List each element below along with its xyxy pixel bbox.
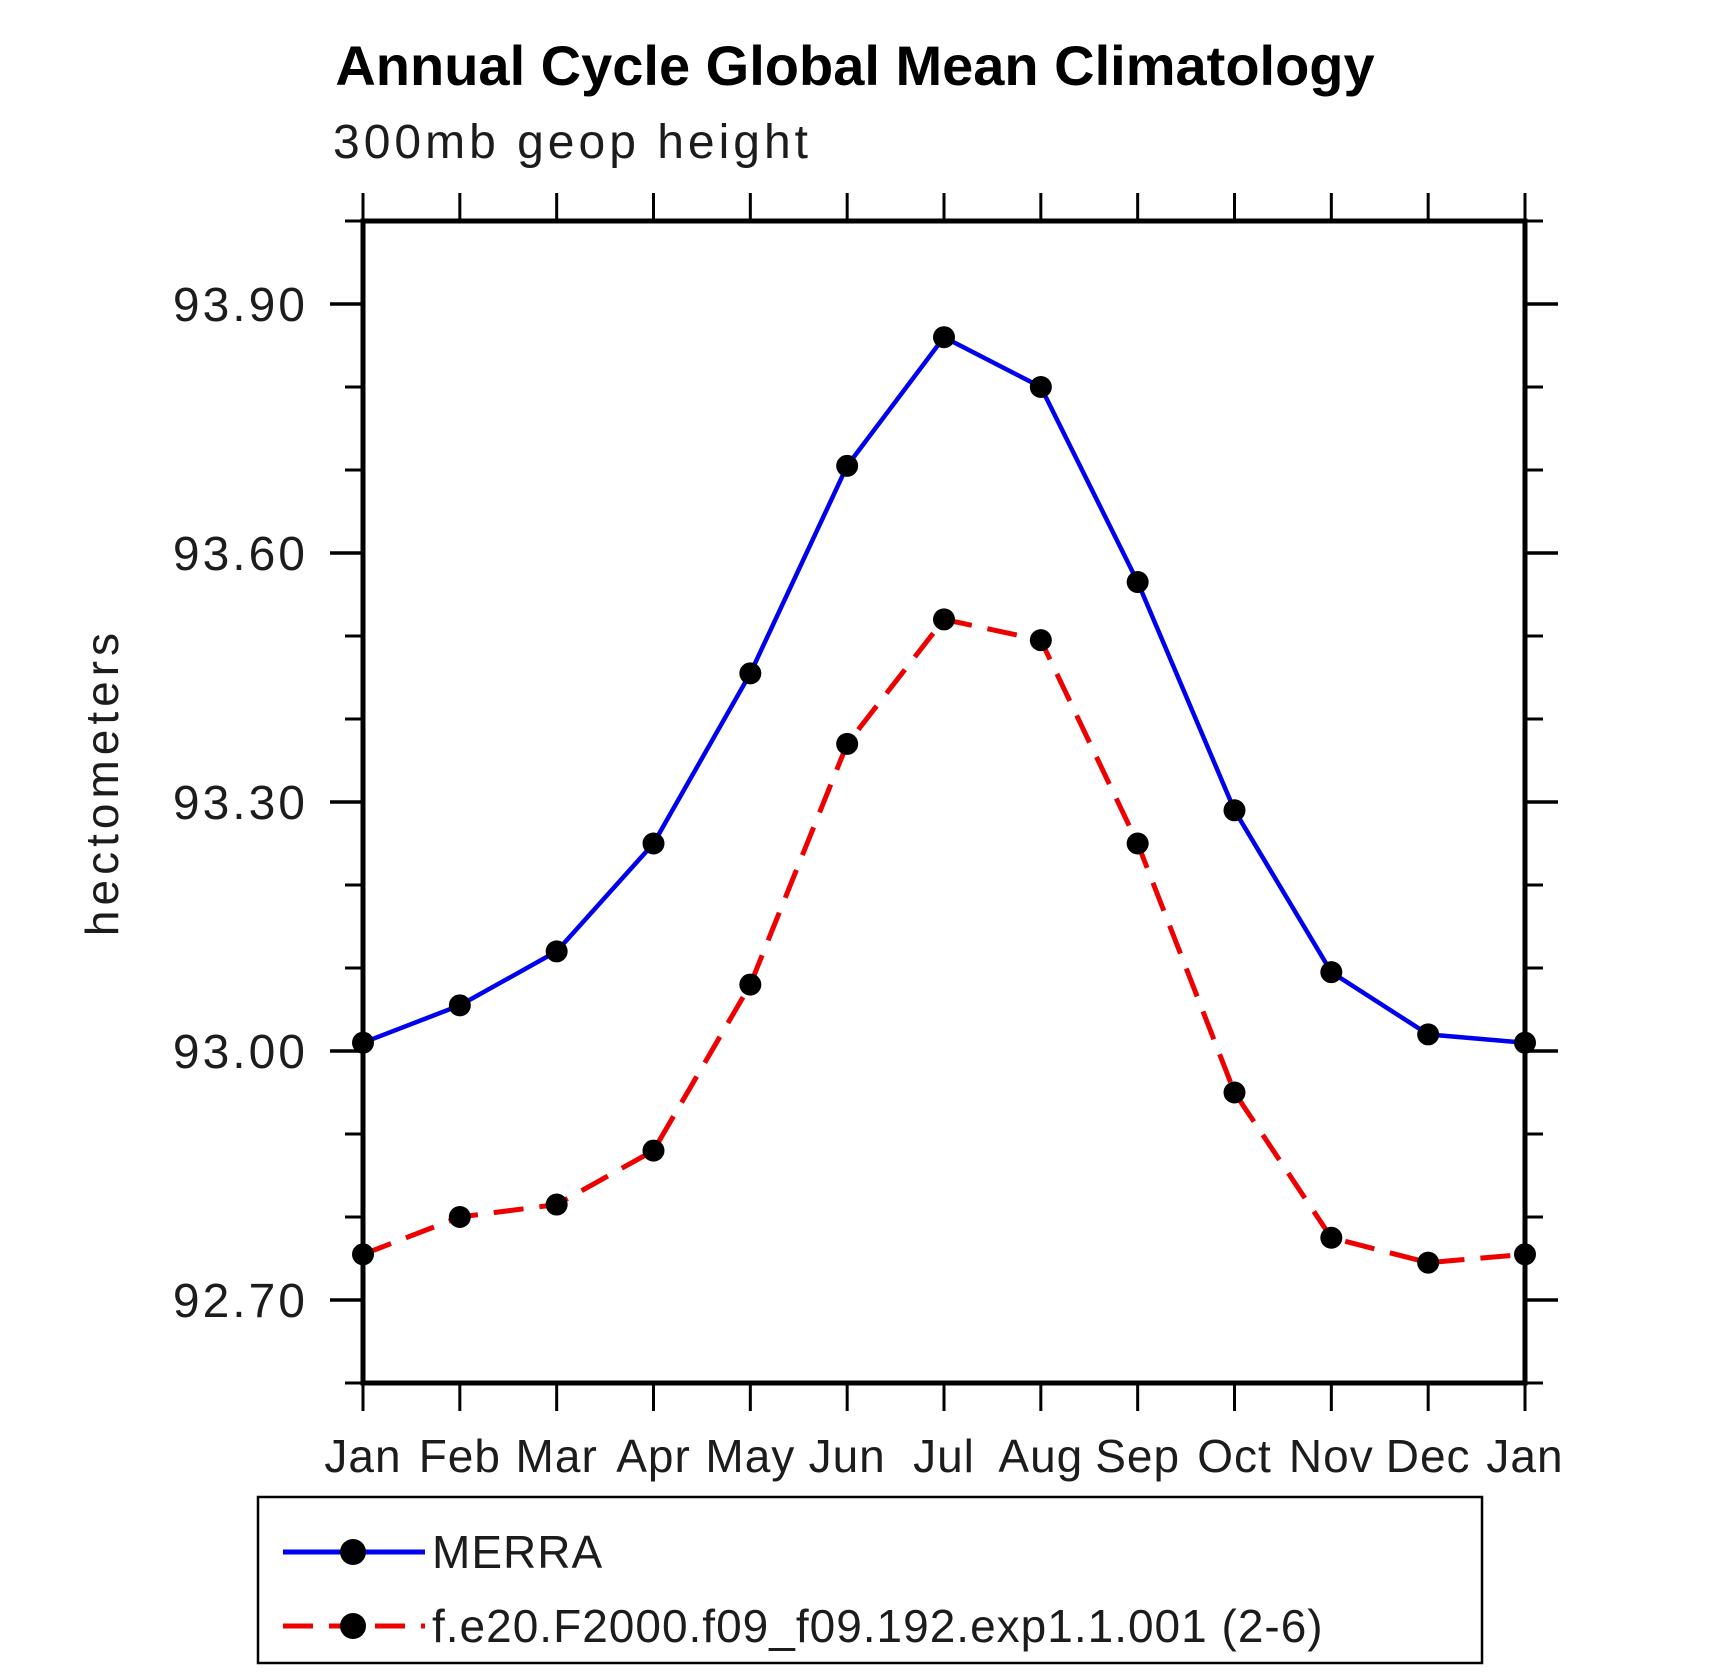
series-0-marker [836, 454, 859, 477]
series-0-marker [352, 1031, 374, 1054]
y-tick-label: 92.70 [173, 1275, 308, 1328]
y-tick-label: 93.60 [173, 528, 308, 581]
chart-title: Annual Cycle Global Mean Climatology [335, 34, 1374, 97]
series-1-marker [352, 1243, 374, 1266]
series-0-marker [1514, 1031, 1536, 1054]
y-axis-label: hectometers [76, 628, 128, 936]
y-tick-label: 93.00 [173, 1026, 308, 1079]
x-tick-label: Sep [1095, 1430, 1180, 1482]
legend-entry-model: f.e20.F2000.f09_f09.192.exp1.1.001 (2-6) [283, 1600, 1324, 1652]
x-tick-label: Jan [1486, 1430, 1563, 1482]
x-tick-label: Dec [1386, 1430, 1471, 1482]
series-1-marker [1126, 832, 1149, 855]
x-tick-label: Jul [913, 1430, 975, 1482]
series-0-marker [642, 832, 665, 855]
series-0-marker [1417, 1023, 1440, 1046]
x-tick-label: Oct [1197, 1430, 1272, 1482]
x-tick-label: Jun [809, 1430, 886, 1482]
merra-label: MERRA [432, 1526, 603, 1578]
axes: Jan Feb Mar Apr May Jun Jul Aug Sep Oct Nov Dec Jan 9… [173, 193, 1563, 1482]
series-0-marker [545, 940, 568, 963]
x-tick-label: Jan [324, 1430, 401, 1482]
series-1-marker [739, 973, 762, 996]
series-1-marker [448, 1206, 471, 1228]
plot-frame [360, 218, 1528, 1386]
series-0-marker [933, 326, 955, 349]
model-marker [340, 1613, 366, 1639]
legend-entry-merra: MERRA [283, 1526, 603, 1578]
series-1-marker [933, 608, 955, 631]
x-tick-label: Mar [516, 1430, 598, 1482]
x-tick-label: Feb [419, 1430, 501, 1482]
legend-box [256, 1495, 1484, 1665]
series-1-marker [545, 1193, 568, 1216]
series-1-marker [1514, 1243, 1536, 1266]
series-line-0 [362, 334, 1526, 1045]
series-0-marker [1126, 571, 1149, 594]
legend: MERRA f.e20.F2000.f09_f09.192.exp1.1.001… [256, 1495, 1484, 1665]
series-0-marker [1223, 799, 1246, 822]
x-tick-label: Nov [1289, 1430, 1374, 1482]
series-1-marker [1223, 1081, 1246, 1104]
series-1-marker [836, 732, 859, 755]
y-tick-label: 93.30 [173, 777, 308, 830]
series-1-marker [1320, 1226, 1343, 1249]
y-tick-label: 93.90 [173, 279, 308, 332]
series-1-marker [1417, 1251, 1440, 1274]
data-series [352, 326, 1536, 1274]
series-line-1 [362, 616, 1526, 1266]
series-1-marker [642, 1139, 665, 1162]
merra-marker [340, 1539, 366, 1565]
chart-subtitle: 300mb geop height [333, 116, 812, 169]
series-0-marker [1320, 961, 1343, 984]
model-label: f.e20.F2000.f09_f09.192.exp1.1.001 (2-6) [432, 1600, 1324, 1652]
series-0-marker [448, 994, 471, 1017]
series-1-marker [1029, 629, 1052, 652]
series-0-marker [739, 662, 762, 685]
x-tick-label: May [705, 1430, 795, 1482]
x-tick-label: Aug [998, 1430, 1083, 1482]
series-0-marker [1029, 376, 1052, 398]
x-tick-label: Apr [616, 1430, 691, 1482]
